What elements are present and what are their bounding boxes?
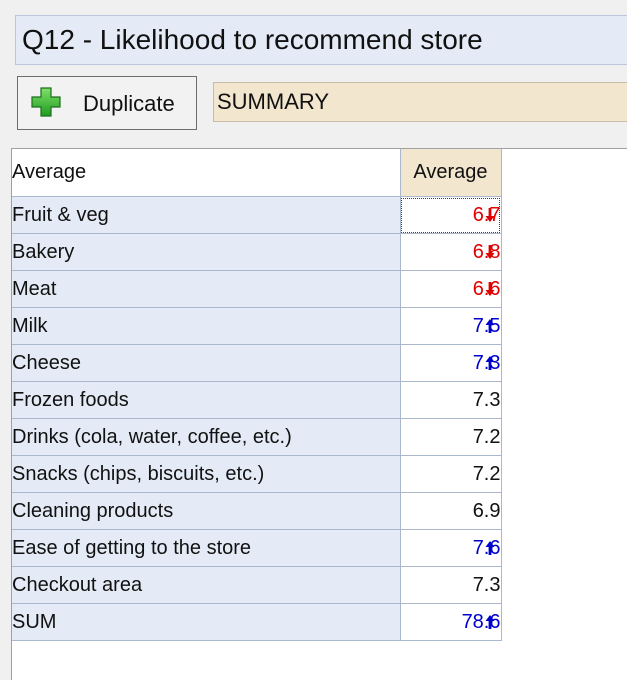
table-row[interactable]: SUM 78.6 (12, 603, 502, 641)
table-row[interactable]: Cleaning products 6.9 (12, 492, 502, 530)
row-label[interactable]: Frozen foods (12, 381, 401, 419)
row-label[interactable]: Milk (12, 307, 401, 345)
average-value: 7.5 (472, 314, 501, 337)
table-row[interactable]: Ease of getting to the store 7.6 (12, 529, 502, 567)
arrow-up-icon (485, 615, 494, 629)
table-row[interactable]: Snacks (chips, biscuits, etc.) 7.2 (12, 455, 502, 493)
average-value-cell[interactable]: 7.5 (400, 307, 502, 345)
row-header-caption: Average (12, 149, 401, 197)
table-row[interactable]: Bakery 6.8 (12, 233, 502, 271)
table-row[interactable]: Cheese 7.3 (12, 344, 502, 382)
duplicate-button-label: Duplicate (83, 91, 175, 116)
question-title-bar: Q12 - Likelihood to recommend store (15, 15, 627, 65)
average-value: 7.2 (472, 425, 501, 448)
row-label[interactable]: Ease of getting to the store (12, 529, 401, 567)
average-value: 7.3 (472, 573, 501, 596)
summary-field[interactable]: SUMMARY (213, 82, 627, 122)
column-header-average[interactable]: Average (400, 149, 502, 197)
average-value: 7.2 (472, 462, 501, 485)
arrow-down-icon (485, 282, 494, 296)
row-label[interactable]: Drinks (cola, water, coffee, etc.) (12, 418, 401, 456)
row-label[interactable]: Bakery (12, 233, 401, 271)
row-label[interactable]: Checkout area (12, 566, 401, 604)
average-value-cell[interactable]: 7.2 (400, 418, 502, 456)
average-value: 6.8 (472, 240, 501, 263)
average-value-cell[interactable]: 7.2 (400, 455, 502, 493)
table-header-row: Average Average (12, 149, 502, 197)
table-row[interactable]: Frozen foods 7.3 (12, 381, 502, 419)
average-value-cell[interactable]: 7.3 (400, 381, 502, 419)
duplicate-button[interactable]: Duplicate (17, 76, 197, 130)
average-value-cell[interactable]: 6.9 (400, 492, 502, 530)
row-label[interactable]: Snacks (chips, biscuits, etc.) (12, 455, 401, 493)
average-value-cell[interactable]: 6.7 (400, 196, 502, 234)
arrow-down-icon (485, 245, 494, 259)
average-value: 7.3 (472, 351, 501, 374)
average-value-cell[interactable]: 7.3 (400, 566, 502, 604)
arrow-up-icon (485, 319, 494, 333)
average-value: 6.7 (472, 203, 501, 226)
summary-field-value: SUMMARY (217, 89, 330, 114)
average-value: 7.3 (472, 388, 501, 411)
average-value-cell[interactable]: 7.3 (400, 344, 502, 382)
table-row[interactable]: Milk 7.5 (12, 307, 502, 345)
table-row[interactable]: Fruit & veg 6.7 (12, 196, 502, 234)
row-label[interactable]: SUM (12, 603, 401, 641)
average-value: 6.6 (472, 277, 501, 300)
arrow-up-icon (485, 356, 494, 370)
arrow-down-icon (485, 208, 494, 222)
plus-icon (31, 87, 61, 117)
table-row[interactable]: Drinks (cola, water, coffee, etc.) 7.2 (12, 418, 502, 456)
table-row[interactable]: Meat 6.6 (12, 270, 502, 308)
average-value-cell[interactable]: 6.6 (400, 270, 502, 308)
average-value-cell[interactable]: 6.8 (400, 233, 502, 271)
question-title: Q12 - Likelihood to recommend store (22, 24, 483, 55)
results-table: Average Average Fruit & veg 6.7 Bakery 6.8 M… (12, 149, 502, 641)
row-label[interactable]: Meat (12, 270, 401, 308)
arrow-up-icon (485, 541, 494, 555)
table-row[interactable]: Checkout area 7.3 (12, 566, 502, 604)
row-label[interactable]: Cleaning products (12, 492, 401, 530)
row-label[interactable]: Fruit & veg (12, 196, 401, 234)
average-value: 78.6 (461, 610, 501, 633)
table-body: Fruit & veg 6.7 Bakery 6.8 Meat 6.6 Milk 7.5 Che… (12, 196, 502, 641)
average-value-cell[interactable]: 78.6 (400, 603, 502, 641)
results-table-area: Average Average Fruit & veg 6.7 Bakery 6.8 M… (11, 148, 627, 680)
row-label[interactable]: Cheese (12, 344, 401, 382)
average-value: 6.9 (472, 499, 501, 522)
average-value-cell[interactable]: 7.6 (400, 529, 502, 567)
average-value: 7.6 (472, 536, 501, 559)
